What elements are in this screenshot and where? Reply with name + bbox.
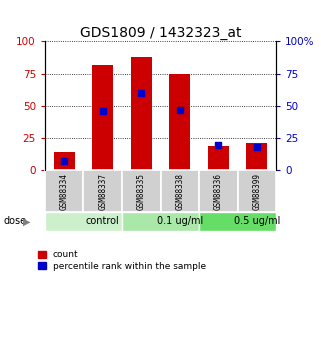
Bar <box>54 152 75 170</box>
Point <box>62 159 67 164</box>
Point <box>100 108 105 114</box>
Point <box>177 107 182 112</box>
Text: GSM88338: GSM88338 <box>175 172 184 209</box>
Text: dose: dose <box>3 216 26 226</box>
Text: ▶: ▶ <box>22 216 30 226</box>
Bar <box>208 146 229 170</box>
Text: GSM88336: GSM88336 <box>214 172 223 209</box>
Bar <box>169 73 190 170</box>
Text: GSM88337: GSM88337 <box>98 172 107 209</box>
Point <box>139 90 144 96</box>
Text: 0.1 ug/ml: 0.1 ug/ml <box>157 216 203 226</box>
Bar <box>45 170 83 212</box>
Bar <box>199 212 276 231</box>
Text: 0.5 ug/ml: 0.5 ug/ml <box>234 216 280 226</box>
Point <box>254 145 259 150</box>
Point <box>216 142 221 147</box>
Legend: count, percentile rank within the sample: count, percentile rank within the sample <box>37 249 207 272</box>
Bar <box>238 170 276 212</box>
Bar <box>83 170 122 212</box>
Bar <box>92 65 113 170</box>
Text: GSM88334: GSM88334 <box>60 172 69 209</box>
Text: GSM88335: GSM88335 <box>137 172 146 209</box>
Text: GSM88399: GSM88399 <box>252 172 261 209</box>
Bar <box>122 170 160 212</box>
Bar <box>131 57 152 170</box>
Title: GDS1809 / 1432323_at: GDS1809 / 1432323_at <box>80 26 241 40</box>
Text: control: control <box>86 216 120 226</box>
Bar <box>246 143 267 170</box>
Bar <box>199 170 238 212</box>
Bar <box>45 212 122 231</box>
Bar <box>160 170 199 212</box>
Bar <box>122 212 199 231</box>
